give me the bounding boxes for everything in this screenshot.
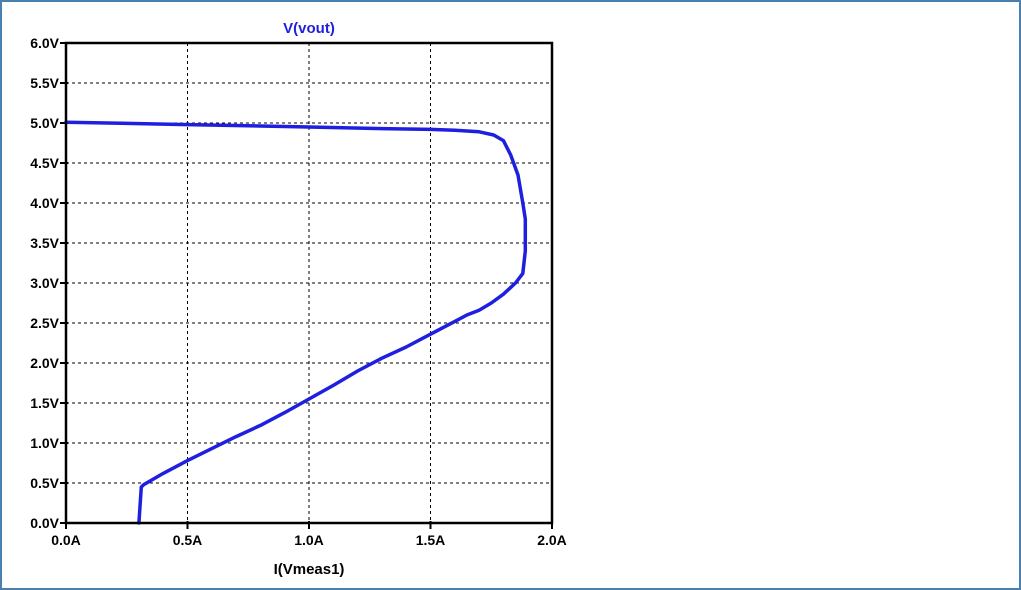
chart-title: V(vout) [283, 20, 335, 37]
x-tick-label: 0.0A [51, 532, 81, 548]
y-tick-label: 4.0V [30, 195, 59, 211]
plot-frame [64, 41, 554, 525]
y-tick-label: 4.5V [30, 155, 59, 171]
x-tick-labels: 0.0A 0.5A 1.0A 1.5A 2.0A [51, 532, 567, 548]
y-tick-label: 2.0V [30, 355, 59, 371]
x-tick-label: 0.5A [173, 532, 203, 548]
y-tick-label: 3.5V [30, 235, 59, 251]
y-tick-label: 0.5V [30, 475, 59, 491]
axis-ticks [60, 42, 553, 529]
x-tick-label: 1.5A [416, 532, 446, 548]
x-tick-label: 2.0A [537, 532, 567, 548]
y-tick-label: 3.0V [30, 275, 59, 291]
y-tick-label: 6.0V [30, 35, 59, 51]
y-tick-label: 1.0V [30, 435, 59, 451]
x-axis-title: I(Vmeas1) [274, 561, 345, 578]
y-tick-label: 1.5V [30, 395, 59, 411]
vout-trace [64, 120, 528, 525]
y-tick-label: 2.5V [30, 315, 59, 331]
y-tick-label: 5.5V [30, 75, 59, 91]
y-tick-label: 5.0V [30, 115, 59, 131]
y-tick-labels: 0.0V 0.5V 1.0V 1.5V 2.0V 2.5V 3.0V 3.5V 4.0V 4.5V… [30, 35, 59, 531]
y-tick-label: 0.0V [30, 515, 59, 531]
x-tick-label: 1.0A [294, 532, 324, 548]
